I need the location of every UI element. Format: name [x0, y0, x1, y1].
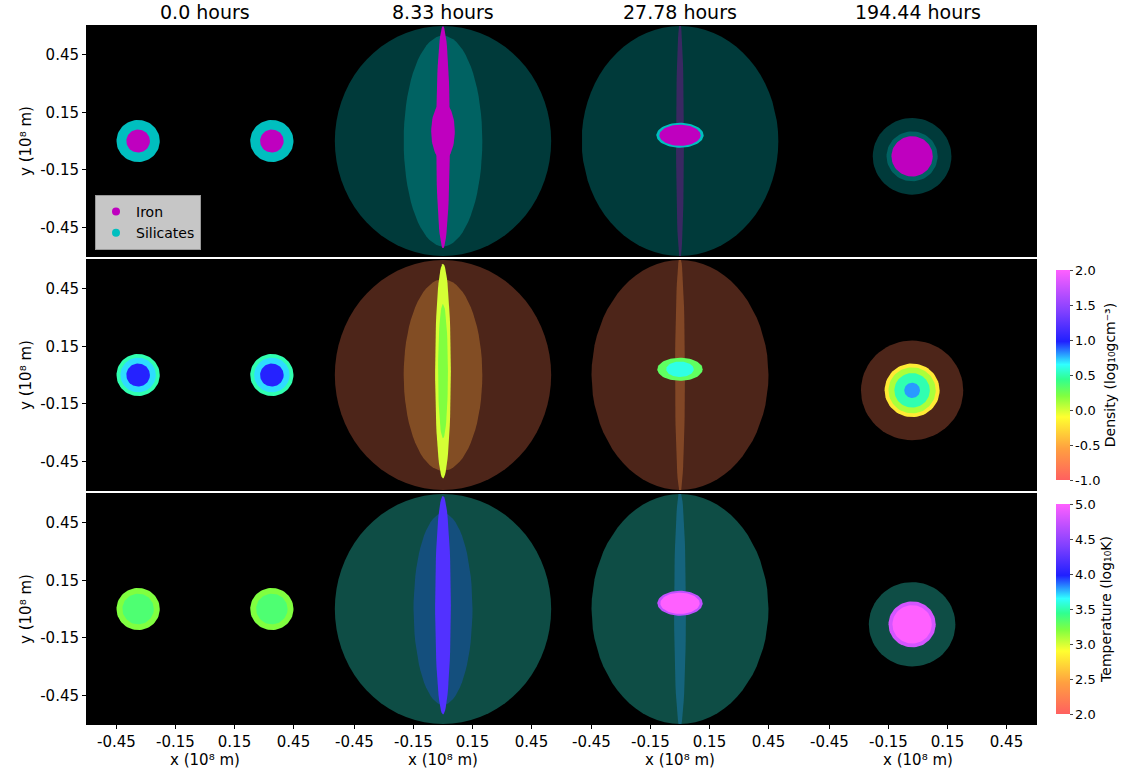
- svg-text:Silicates: Silicates: [136, 225, 194, 241]
- svg-text:x (10⁸ m): x (10⁸ m): [883, 751, 953, 769]
- svg-text:0.15: 0.15: [46, 572, 79, 590]
- svg-text:-0.5: -0.5: [1075, 438, 1100, 453]
- svg-text:1.0: 1.0: [1075, 333, 1096, 348]
- svg-text:x (10⁸ m): x (10⁸ m): [170, 751, 240, 769]
- svg-text:-0.45: -0.45: [40, 687, 79, 705]
- svg-text:-0.15: -0.15: [40, 629, 79, 647]
- svg-text:27.78 hours: 27.78 hours: [623, 1, 737, 23]
- svg-text:2.0: 2.0: [1075, 707, 1096, 722]
- svg-text:3.0: 3.0: [1075, 637, 1096, 652]
- svg-text:-0.45: -0.45: [335, 733, 374, 751]
- svg-text:2.0: 2.0: [1075, 263, 1096, 278]
- svg-text:0.45: 0.45: [46, 46, 79, 64]
- svg-text:-0.45: -0.45: [572, 733, 611, 751]
- svg-text:0.15: 0.15: [218, 733, 251, 751]
- svg-text:0.5: 0.5: [1075, 368, 1096, 383]
- svg-text:8.33 hours: 8.33 hours: [392, 1, 494, 23]
- svg-text:0.45: 0.45: [515, 733, 548, 751]
- svg-text:0.15: 0.15: [456, 733, 489, 751]
- svg-text:1.5: 1.5: [1075, 298, 1096, 313]
- svg-text:0.45: 0.45: [277, 733, 310, 751]
- svg-text:-0.45: -0.45: [40, 219, 79, 237]
- svg-text:x (10⁸ m): x (10⁸ m): [645, 751, 715, 769]
- svg-text:Iron: Iron: [136, 204, 163, 220]
- svg-text:Temperature (log₁₀K): Temperature (log₁₀K): [1098, 536, 1114, 683]
- svg-text:-0.15: -0.15: [394, 733, 433, 751]
- svg-text:x (10⁸ m): x (10⁸ m): [408, 751, 478, 769]
- svg-text:5.0: 5.0: [1075, 497, 1096, 512]
- svg-text:-0.15: -0.15: [631, 733, 670, 751]
- svg-text:y (10⁸ m): y (10⁸ m): [17, 106, 35, 176]
- svg-text:4.0: 4.0: [1075, 567, 1096, 582]
- svg-text:y (10⁸ m): y (10⁸ m): [17, 340, 35, 410]
- svg-text:-0.15: -0.15: [40, 395, 79, 413]
- svg-text:2.5: 2.5: [1075, 672, 1096, 687]
- svg-text:0.0 hours: 0.0 hours: [160, 1, 250, 23]
- svg-text:-0.15: -0.15: [156, 733, 195, 751]
- svg-text:-0.45: -0.45: [97, 733, 136, 751]
- svg-text:0.45: 0.45: [752, 733, 785, 751]
- svg-text:-0.45: -0.45: [810, 733, 849, 751]
- svg-text:0.45: 0.45: [990, 733, 1023, 751]
- svg-text:194.44 hours: 194.44 hours: [855, 1, 981, 23]
- svg-text:0.45: 0.45: [46, 280, 79, 298]
- svg-text:0.15: 0.15: [693, 733, 726, 751]
- svg-text:y (10⁸ m): y (10⁸ m): [17, 574, 35, 644]
- svg-text:0.15: 0.15: [46, 104, 79, 122]
- svg-text:-1.0: -1.0: [1075, 473, 1100, 488]
- svg-text:-0.45: -0.45: [40, 453, 79, 471]
- svg-text:-0.15: -0.15: [869, 733, 908, 751]
- svg-text:-0.15: -0.15: [40, 161, 79, 179]
- svg-text:3.5: 3.5: [1075, 602, 1096, 617]
- svg-text:0.15: 0.15: [46, 338, 79, 356]
- svg-text:4.5: 4.5: [1075, 532, 1096, 547]
- svg-text:0.0: 0.0: [1075, 403, 1096, 418]
- svg-text:0.45: 0.45: [46, 514, 79, 532]
- svg-text:0.15: 0.15: [931, 733, 964, 751]
- svg-text:Density (log₁₀gcm⁻³): Density (log₁₀gcm⁻³): [1102, 303, 1118, 447]
